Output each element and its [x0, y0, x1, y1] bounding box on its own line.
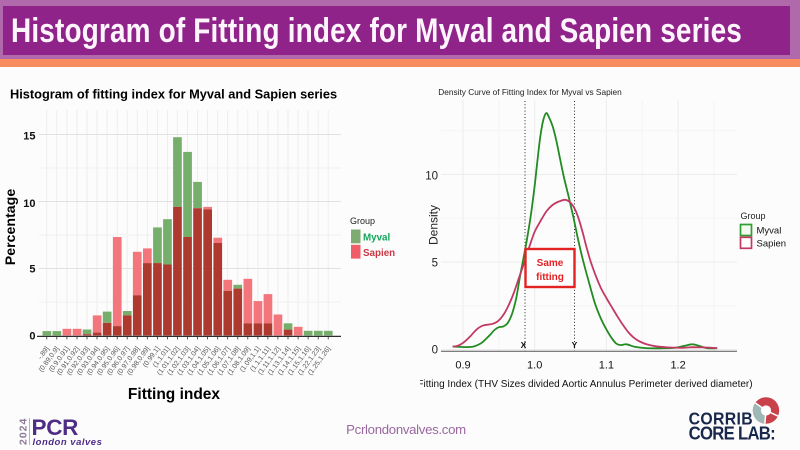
svg-text:0: 0	[432, 345, 438, 357]
svg-text:Group: Group	[350, 216, 375, 226]
svg-text:Histogram of fitting index for: Histogram of fitting index for Myval and…	[10, 87, 337, 102]
svg-text:Fitting index: Fitting index	[128, 386, 221, 403]
svg-text:10: 10	[425, 171, 438, 183]
svg-text:Fitting Index (THV Sizes divid: Fitting Index (THV Sizes divided Aortic …	[420, 379, 753, 390]
svg-text:Sapien: Sapien	[363, 248, 395, 259]
svg-text:london valves: london valves	[33, 437, 103, 448]
svg-text:Percentage: Percentage	[3, 189, 19, 266]
svg-text:Same: Same	[537, 258, 564, 269]
svg-text:Group: Group	[741, 211, 766, 221]
svg-text:Myval: Myval	[363, 233, 391, 244]
svg-text:fitting: fitting	[536, 272, 564, 283]
svg-text:Density: Density	[427, 205, 441, 245]
svg-text:PCR: PCR	[32, 415, 79, 440]
svg-text:Myval: Myval	[757, 226, 782, 237]
svg-text:5: 5	[29, 264, 35, 276]
svg-text:15: 15	[23, 131, 35, 143]
svg-text:10: 10	[23, 198, 35, 210]
svg-text:X: X	[521, 340, 527, 350]
svg-text:0: 0	[29, 331, 35, 343]
svg-text:1.0: 1.0	[527, 360, 542, 372]
svg-text:Sapien: Sapien	[757, 238, 787, 249]
svg-text:2024: 2024	[18, 418, 30, 445]
svg-text:5: 5	[432, 257, 438, 269]
svg-text:Density Curve of Fitting Index: Density Curve of Fitting Index for Myval…	[438, 87, 622, 97]
svg-text:0.9: 0.9	[455, 360, 470, 372]
svg-text:CORRIB: CORRIB	[689, 409, 753, 429]
svg-text:CORE LAB:: CORE LAB:	[689, 423, 776, 444]
svg-text:1.2: 1.2	[670, 360, 685, 372]
svg-text:Y: Y	[572, 340, 578, 350]
svg-text:1.1: 1.1	[599, 360, 614, 372]
